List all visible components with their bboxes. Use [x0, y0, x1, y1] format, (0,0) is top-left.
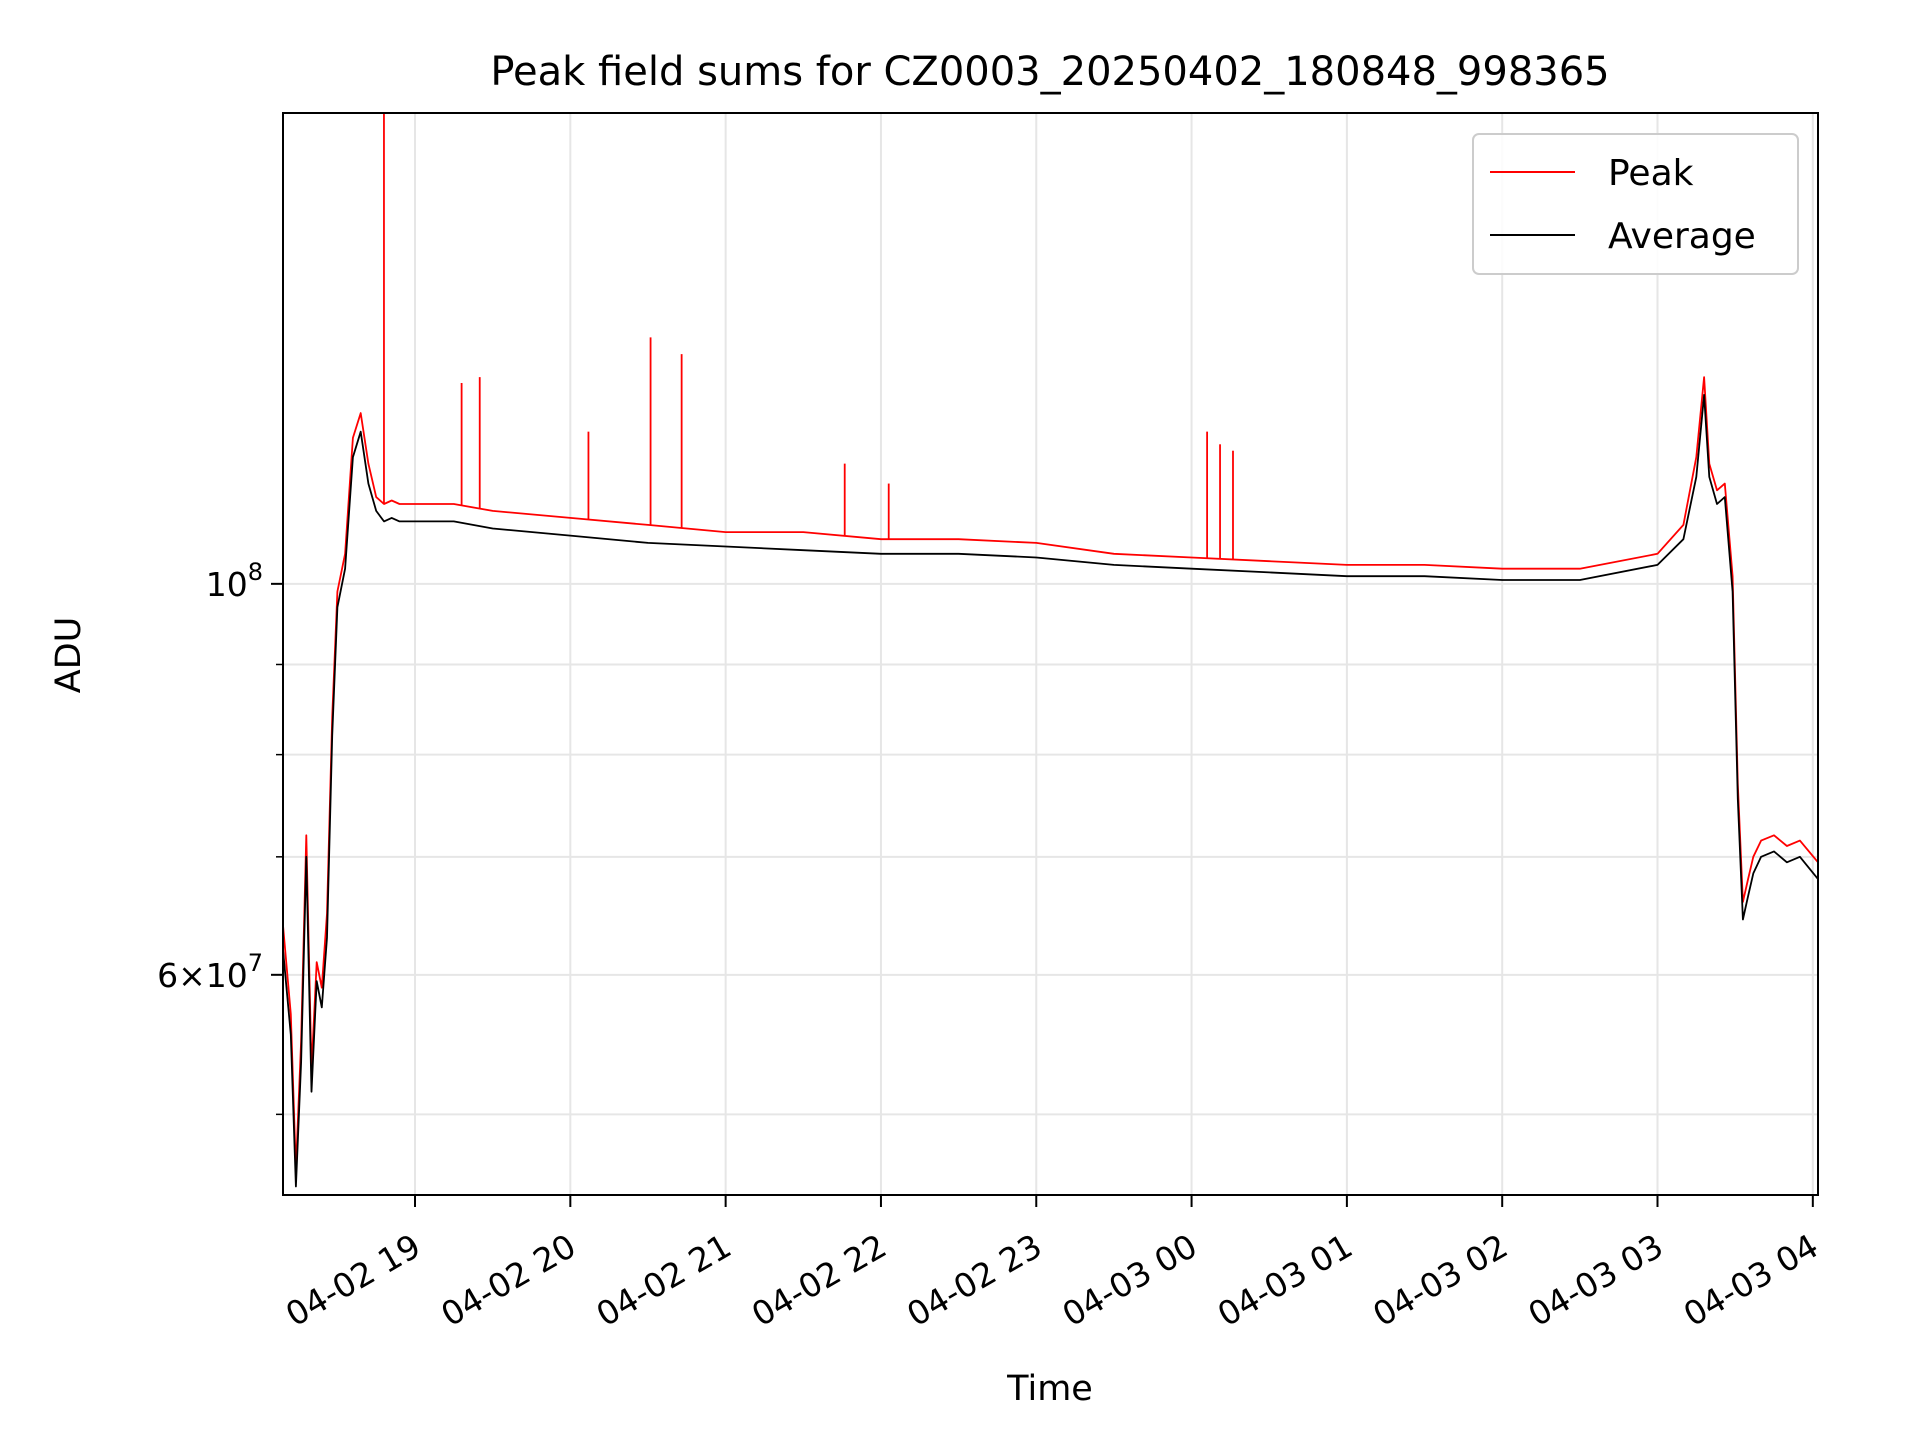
y-axis-label: ADU — [49, 617, 89, 694]
y-tick-label: 6×107 — [157, 949, 263, 995]
y-tick-times: × — [178, 956, 206, 995]
legend-label-average: Average — [1608, 216, 1756, 257]
plot-frame — [282, 112, 1819, 1196]
legend-box — [1472, 133, 1799, 275]
x-axis-label: Time — [1006, 1369, 1093, 1409]
grid-lines — [283, 113, 1818, 1195]
y-tick-base: 10 — [206, 565, 248, 604]
legend-label-peak: Peak — [1608, 153, 1694, 194]
y-tick-label: 108 — [206, 558, 263, 604]
y-tick-base: 10 — [206, 956, 248, 995]
chart-title: Peak field sums for CZ0003_20250402_1808… — [490, 49, 1609, 95]
series-line-average — [283, 393, 1818, 1188]
y-tick-exponent: 8 — [248, 558, 263, 586]
y-tick-mantissa: 6 — [157, 956, 178, 995]
y-tick-exponent: 7 — [248, 949, 263, 977]
legend: Peak Average — [1472, 133, 1799, 275]
series-layer — [283, 113, 1818, 1188]
